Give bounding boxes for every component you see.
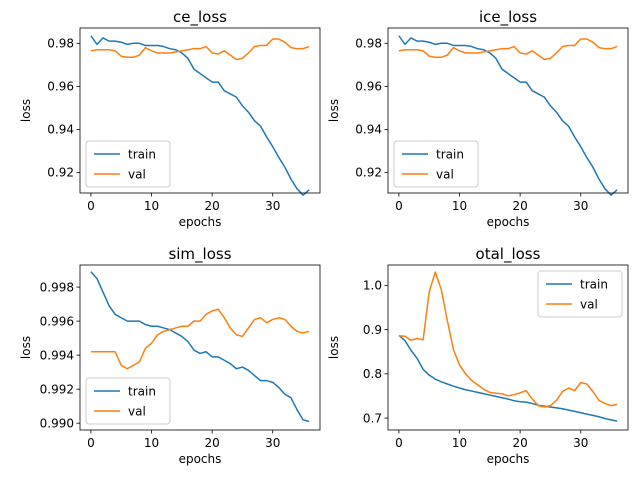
axes-frame xyxy=(79,27,321,194)
x-tick-label: 30 xyxy=(573,199,588,213)
series-line-val xyxy=(90,38,310,61)
legend: train val xyxy=(393,140,479,188)
y-tick-label: 0.94 xyxy=(47,123,74,137)
legend-label-train: train xyxy=(128,147,156,161)
y-tick-label: 0.996 xyxy=(40,314,74,328)
y-tick-label: 0.7 xyxy=(363,411,382,425)
chart-title: ce_loss xyxy=(173,8,227,27)
y-tick-label: 0.96 xyxy=(47,80,74,94)
legend-box xyxy=(85,377,171,425)
x-tick-label: 20 xyxy=(512,436,527,450)
y-axis-label: loss xyxy=(19,99,33,122)
x-tick-label: 0 xyxy=(87,199,95,213)
legend-label-val: val xyxy=(436,167,454,181)
chart-title: otal_loss xyxy=(476,245,541,264)
legend-label-train: train xyxy=(580,277,608,291)
axes-frame xyxy=(387,27,629,194)
x-tick-label: 10 xyxy=(144,436,159,450)
legend-box xyxy=(393,140,479,188)
x-tick-label: 30 xyxy=(265,436,280,450)
chart-title: sim_loss xyxy=(168,245,231,264)
y-tick-label: 0.9 xyxy=(363,323,382,337)
y-tick-label: 0.994 xyxy=(40,348,74,362)
x-tick-label: 0 xyxy=(395,199,403,213)
y-tick-label: 0.98 xyxy=(355,36,382,50)
legend: train val xyxy=(85,140,171,188)
legend-box xyxy=(85,140,171,188)
legend-label-val: val xyxy=(128,404,146,418)
legend-label-val: val xyxy=(580,297,598,311)
y-tick-label: 0.8 xyxy=(363,367,382,381)
chart-panel-2: 0 10 20 30 0.990 0.992 0.994 0.996 0.998 sim_loss… xyxy=(19,245,321,466)
y-tick-label: 0.998 xyxy=(40,280,74,294)
y-axis-label: loss xyxy=(327,336,341,359)
chart-title: ice_loss xyxy=(479,8,537,27)
y-tick-label: 0.98 xyxy=(47,36,74,50)
x-axis-label: epochs xyxy=(179,215,222,229)
legend-label-train: train xyxy=(128,384,156,398)
x-tick-label: 20 xyxy=(512,199,527,213)
legend-label-val: val xyxy=(128,167,146,181)
y-tick-label: 0.92 xyxy=(355,166,382,180)
x-tick-label: 30 xyxy=(573,436,588,450)
x-tick-label: 20 xyxy=(204,436,219,450)
legend-box xyxy=(537,270,623,318)
series-line-train xyxy=(398,35,618,196)
axes-frame xyxy=(79,264,321,431)
y-tick-label: 0.990 xyxy=(40,416,74,430)
series-line-train xyxy=(90,271,310,423)
x-tick-label: 0 xyxy=(395,436,403,450)
legend-label-train: train xyxy=(436,147,464,161)
legend: train val xyxy=(537,270,623,318)
y-axis-label: loss xyxy=(19,336,33,359)
x-tick-label: 20 xyxy=(204,199,219,213)
x-axis-label: epochs xyxy=(487,215,530,229)
x-axis-label: epochs xyxy=(487,452,530,466)
y-tick-label: 0.92 xyxy=(47,166,74,180)
y-axis-label: loss xyxy=(327,99,341,122)
series-line-train xyxy=(398,334,618,422)
y-tick-label: 0.96 xyxy=(355,80,382,94)
y-tick-label: 1.0 xyxy=(363,279,382,293)
x-tick-label: 10 xyxy=(452,199,467,213)
series-line-train xyxy=(90,35,310,196)
y-tick-label: 0.992 xyxy=(40,382,74,396)
series-line-val xyxy=(90,308,310,370)
legend: train val xyxy=(85,377,171,425)
x-axis-label: epochs xyxy=(179,452,222,466)
x-tick-label: 30 xyxy=(265,199,280,213)
axes-frame xyxy=(387,264,629,431)
series-line-val xyxy=(398,38,618,61)
x-tick-label: 10 xyxy=(144,199,159,213)
x-tick-label: 10 xyxy=(452,436,467,450)
y-tick-label: 0.94 xyxy=(355,123,382,137)
series-line-val xyxy=(398,271,618,408)
x-tick-label: 0 xyxy=(87,436,95,450)
